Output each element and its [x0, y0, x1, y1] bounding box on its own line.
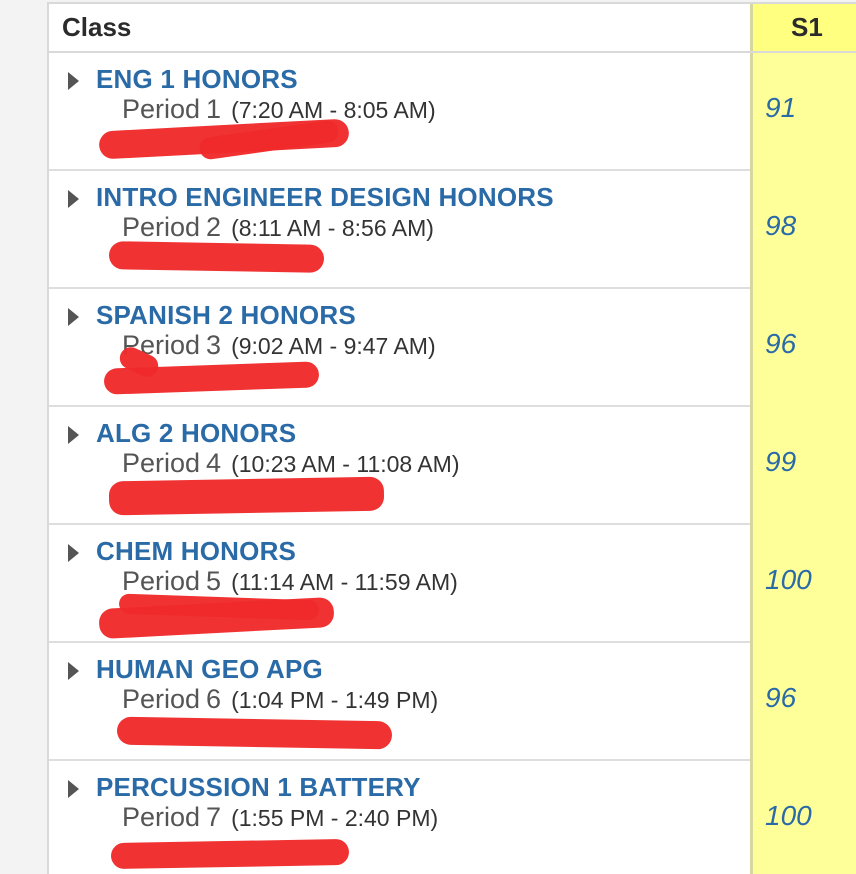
course-name-link[interactable]: PERCUSSION 1 BATTERY — [96, 772, 421, 802]
period-info: Period 7 (1:55 PM - 2:40 PM) — [122, 802, 438, 833]
expand-arrow-icon[interactable] — [68, 426, 79, 444]
expand-arrow-icon[interactable] — [68, 544, 79, 562]
course-name-link[interactable]: ENG 1 HONORS — [96, 64, 298, 94]
period-time: (8:11 AM - 8:56 AM) — [231, 215, 434, 241]
grades-table: Class S1 ENG 1 HONORS Period 1 (7:20 AM - … — [47, 2, 856, 874]
period-number: 6 — [206, 684, 222, 714]
s1-grade-link[interactable]: 100 — [765, 564, 812, 595]
course-name-link[interactable]: INTRO ENGINEER DESIGN HONORS — [96, 182, 554, 212]
s1-grade-cell[interactable]: 98 — [750, 171, 856, 289]
table-row: PERCUSSION 1 BATTERY Period 7 (1:55 PM - 2… — [49, 761, 856, 874]
course-name-link[interactable]: HUMAN GEO APG — [96, 654, 323, 684]
period-info: Period 4 (10:23 AM - 11:08 AM) — [122, 448, 459, 479]
s1-grade-link[interactable]: 98 — [765, 210, 797, 241]
s1-grade-cell[interactable]: 91 — [750, 53, 856, 171]
teacher-name-redaction — [108, 241, 325, 273]
s1-grade-link[interactable]: 100 — [765, 800, 812, 831]
period-time: (1:55 PM - 2:40 PM) — [231, 805, 439, 831]
s1-column-header-label: S1 — [791, 12, 823, 42]
period-label: Period — [122, 212, 201, 242]
period-label: Period — [122, 94, 201, 124]
s1-grade-cell[interactable]: 100 — [750, 525, 856, 643]
table-row: CHEM HONORS Period 5 (11:14 AM - 11:59 AM)… — [49, 525, 856, 643]
period-time: (9:02 AM - 9:47 AM) — [231, 333, 436, 359]
period-time: (10:23 AM - 11:08 AM) — [231, 451, 460, 477]
table-row: ENG 1 HONORS Period 1 (7:20 AM - 8:05 AM) … — [49, 53, 856, 171]
period-info: Period 6 (1:04 PM - 1:49 PM) — [122, 684, 438, 715]
expand-arrow-icon[interactable] — [68, 308, 79, 326]
period-time: (1:04 PM - 1:49 PM) — [231, 687, 439, 713]
period-info: Period 2 (8:11 AM - 8:56 AM) — [122, 212, 434, 243]
expand-arrow-icon[interactable] — [68, 72, 79, 90]
expand-arrow-icon[interactable] — [68, 780, 79, 798]
table-row: INTRO ENGINEER DESIGN HONORS Period 2 (8:1… — [49, 171, 856, 289]
s1-grade-link[interactable]: 96 — [765, 328, 797, 359]
period-number: 5 — [206, 566, 222, 596]
teacher-name-redaction — [108, 476, 385, 516]
course-name-link[interactable]: SPANISH 2 HONORS — [96, 300, 356, 330]
table-row: ALG 2 HONORS Period 4 (10:23 AM - 11:08 AM… — [49, 407, 856, 525]
table-header: Class S1 — [49, 4, 856, 53]
period-info: Period 3 (9:02 AM - 9:47 AM) — [122, 330, 436, 361]
class-column-header[interactable]: Class — [62, 12, 132, 42]
s1-column-header[interactable]: S1 — [750, 4, 856, 51]
course-name-link[interactable]: ALG 2 HONORS — [96, 418, 297, 448]
s1-grade-cell[interactable]: 99 — [750, 407, 856, 525]
period-number: 2 — [206, 212, 222, 242]
s1-grade-link[interactable]: 91 — [765, 92, 797, 123]
teacher-name-redaction — [116, 716, 393, 750]
expand-arrow-icon[interactable] — [68, 662, 79, 680]
period-label: Period — [122, 684, 201, 714]
s1-grade-cell[interactable]: 96 — [750, 643, 856, 761]
period-label: Period — [122, 448, 201, 478]
expand-arrow-icon[interactable] — [68, 190, 79, 208]
course-name-link[interactable]: CHEM HONORS — [96, 536, 297, 566]
table-row: SPANISH 2 HONORS Period 3 (9:02 AM - 9:47 … — [49, 289, 856, 407]
period-info: Period 1 (7:20 AM - 8:05 AM) — [122, 94, 436, 125]
period-time: (11:14 AM - 11:59 AM) — [231, 569, 458, 595]
table-row: HUMAN GEO APG Period 6 (1:04 PM - 1:49 PM)… — [49, 643, 856, 761]
teacher-name-redaction — [110, 838, 350, 870]
s1-grade-cell[interactable]: 100 — [750, 761, 856, 874]
period-number: 4 — [206, 448, 222, 478]
s1-grade-cell[interactable]: 96 — [750, 289, 856, 407]
period-number: 1 — [206, 94, 222, 124]
s1-grade-link[interactable]: 99 — [765, 446, 797, 477]
period-number: 3 — [206, 330, 222, 360]
s1-grade-link[interactable]: 96 — [765, 682, 797, 713]
period-label: Period — [122, 566, 201, 596]
period-number: 7 — [206, 802, 222, 832]
period-info: Period 5 (11:14 AM - 11:59 AM) — [122, 566, 458, 597]
period-label: Period — [122, 802, 201, 832]
